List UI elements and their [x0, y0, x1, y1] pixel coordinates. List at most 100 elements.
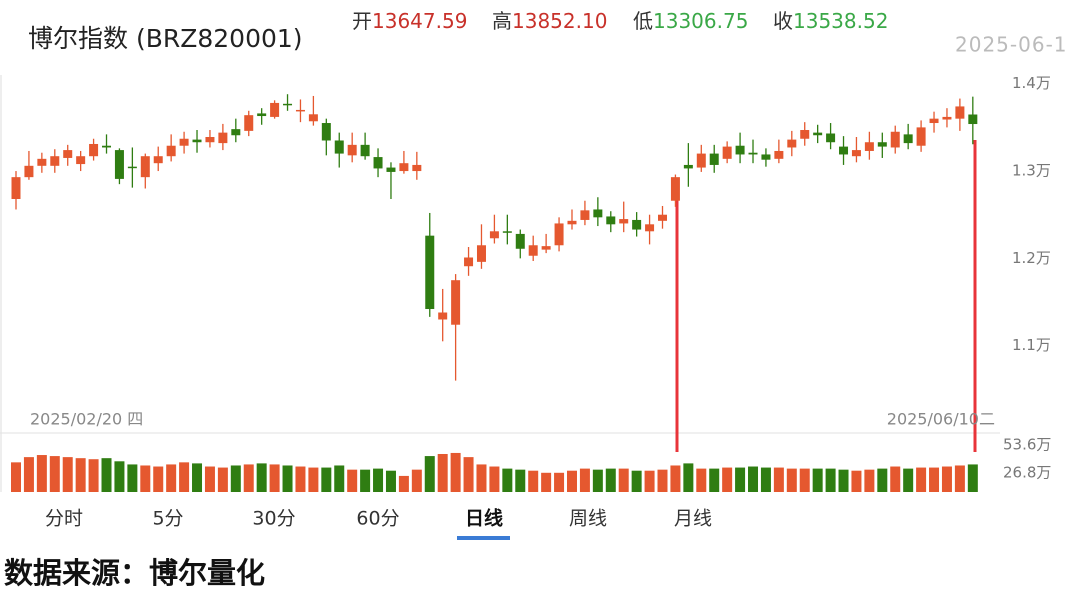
candle-body — [205, 136, 215, 143]
tab[interactable]: 分时 — [45, 508, 83, 530]
volume-bar — [825, 468, 836, 492]
y-tick-label: 53.6万 — [1003, 436, 1051, 454]
candle-body — [102, 145, 112, 148]
volume-bar — [101, 458, 112, 492]
candle-body — [192, 139, 202, 143]
quote-value: 13852.10 — [512, 9, 607, 33]
candle-body — [270, 102, 280, 117]
candle-body — [955, 106, 965, 119]
candle-body — [11, 177, 21, 199]
volume-bar — [592, 469, 603, 492]
volume-bar — [373, 468, 384, 492]
volume-bar — [489, 466, 500, 492]
tab[interactable]: 周线 — [569, 508, 607, 530]
candle-body — [114, 150, 124, 179]
candle-body — [231, 129, 241, 136]
volume-bar — [385, 470, 396, 492]
volume-bar — [799, 468, 810, 492]
tab[interactable]: 月线 — [674, 508, 712, 530]
candle-body — [864, 142, 874, 151]
candle-body — [244, 115, 254, 131]
date: 2025-06-1 — [955, 33, 1068, 57]
volume-bar — [36, 455, 47, 492]
candle-body — [412, 164, 422, 172]
candle-body — [24, 165, 34, 178]
volume-bar — [23, 457, 34, 492]
candle-body — [89, 143, 99, 157]
volume-bar — [941, 466, 952, 492]
candle-body — [800, 130, 810, 139]
candle-body — [438, 312, 448, 320]
candle-body — [476, 245, 486, 262]
volume-bar — [554, 472, 565, 492]
quote-label: 收 — [773, 9, 793, 33]
x-tick-label: 2025/02/20 四 — [30, 410, 143, 429]
candle-body — [373, 157, 383, 169]
candle-body — [567, 220, 577, 225]
y-tick-label: 1.2万 — [1012, 249, 1051, 267]
tab[interactable]: 60分 — [356, 508, 399, 530]
volume-bar — [217, 467, 228, 492]
candle-body — [916, 127, 926, 146]
candle-body — [153, 156, 163, 164]
volume-bar — [515, 469, 526, 492]
y-tick-label: 26.8万 — [1003, 463, 1051, 481]
volume-bar — [437, 453, 448, 492]
candle-body — [632, 219, 642, 230]
volume-bar — [760, 467, 771, 492]
volume-bar — [541, 472, 552, 492]
candle-body — [283, 103, 293, 106]
candle-body — [360, 144, 370, 157]
volume-bar — [709, 468, 720, 492]
candle-body — [580, 210, 590, 220]
candle-body — [696, 153, 706, 168]
volume-bar — [204, 466, 215, 492]
volume-bar — [295, 466, 306, 492]
volume-bar — [49, 456, 60, 492]
candle-body — [451, 280, 461, 325]
volume-bar — [347, 469, 358, 492]
candle-body — [554, 223, 564, 246]
volume-bar — [916, 467, 927, 492]
candle-body — [502, 231, 512, 233]
candle-body — [63, 150, 73, 158]
volume-bar — [696, 468, 707, 492]
candle-body — [826, 133, 836, 143]
volume-bar — [321, 467, 332, 492]
candle-body — [399, 163, 409, 172]
footer: 数据来源：博尔量化 — [4, 556, 265, 590]
candle-body — [334, 140, 344, 154]
volume-bar — [903, 468, 914, 492]
candle-body — [774, 150, 784, 159]
candle-body — [295, 109, 305, 112]
tab[interactable]: 日线 — [465, 507, 503, 530]
volume-bar — [398, 475, 409, 492]
panel — [0, 0, 1068, 545]
quote: 低13306.75 — [633, 9, 748, 33]
tab[interactable]: 30分 — [252, 508, 295, 530]
tab[interactable]: 5分 — [152, 508, 183, 530]
volume-bar — [735, 467, 746, 492]
candle-body — [851, 150, 861, 157]
volume-bar — [877, 468, 888, 492]
y-tick-label: 1.3万 — [1012, 162, 1051, 180]
volume-bar — [773, 467, 784, 492]
candle-body — [257, 113, 267, 117]
volume-bar — [890, 466, 901, 492]
index-title: 博尔指数 (BRZ820001) — [28, 24, 303, 53]
volume-bar — [230, 465, 241, 492]
volume-bar — [308, 467, 319, 492]
candle-body — [968, 114, 978, 125]
candle-body — [748, 152, 758, 155]
candle-body — [709, 153, 719, 165]
volume-bar — [476, 464, 487, 492]
volume-bar — [631, 470, 642, 492]
volume-bar — [954, 465, 965, 492]
volume-bar — [644, 470, 655, 492]
quote-value: 13306.75 — [653, 9, 748, 33]
candle-body — [670, 177, 680, 201]
volume-bar — [411, 469, 422, 492]
candle-body — [877, 142, 887, 147]
candle-body — [76, 156, 86, 165]
